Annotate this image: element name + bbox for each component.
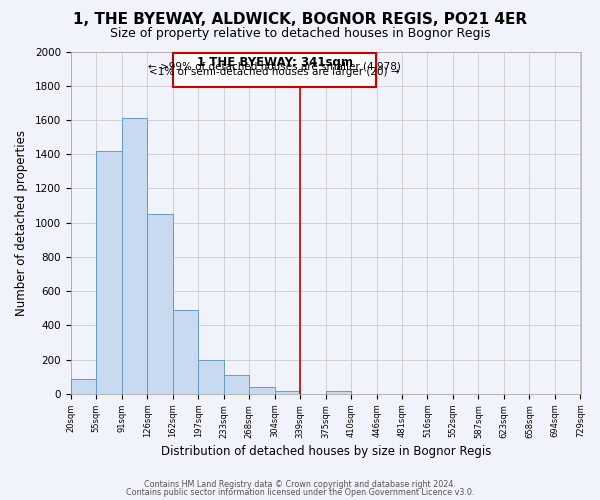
Text: Contains HM Land Registry data © Crown copyright and database right 2024.: Contains HM Land Registry data © Crown c… <box>144 480 456 489</box>
Text: 1 THE BYEWAY: 341sqm: 1 THE BYEWAY: 341sqm <box>197 56 353 70</box>
Bar <box>147 214 173 394</box>
Bar <box>249 387 275 394</box>
Bar <box>71 378 96 394</box>
Bar <box>326 390 351 394</box>
Text: <1% of semi-detached houses are larger (20) →: <1% of semi-detached houses are larger (… <box>149 66 400 76</box>
Bar <box>122 118 147 394</box>
Text: Size of property relative to detached houses in Bognor Regis: Size of property relative to detached ho… <box>110 28 490 40</box>
Bar <box>198 360 224 394</box>
Text: Contains public sector information licensed under the Open Government Licence v3: Contains public sector information licen… <box>126 488 474 497</box>
Text: ← >99% of detached houses are smaller (4,978): ← >99% of detached houses are smaller (4… <box>148 62 401 72</box>
Bar <box>224 375 249 394</box>
Text: 1, THE BYEWAY, ALDWICK, BOGNOR REGIS, PO21 4ER: 1, THE BYEWAY, ALDWICK, BOGNOR REGIS, PO… <box>73 12 527 28</box>
Bar <box>173 310 198 394</box>
FancyBboxPatch shape <box>173 53 376 88</box>
Bar <box>275 390 300 394</box>
Bar <box>96 151 122 394</box>
Y-axis label: Number of detached properties: Number of detached properties <box>15 130 28 316</box>
X-axis label: Distribution of detached houses by size in Bognor Regis: Distribution of detached houses by size … <box>161 444 491 458</box>
